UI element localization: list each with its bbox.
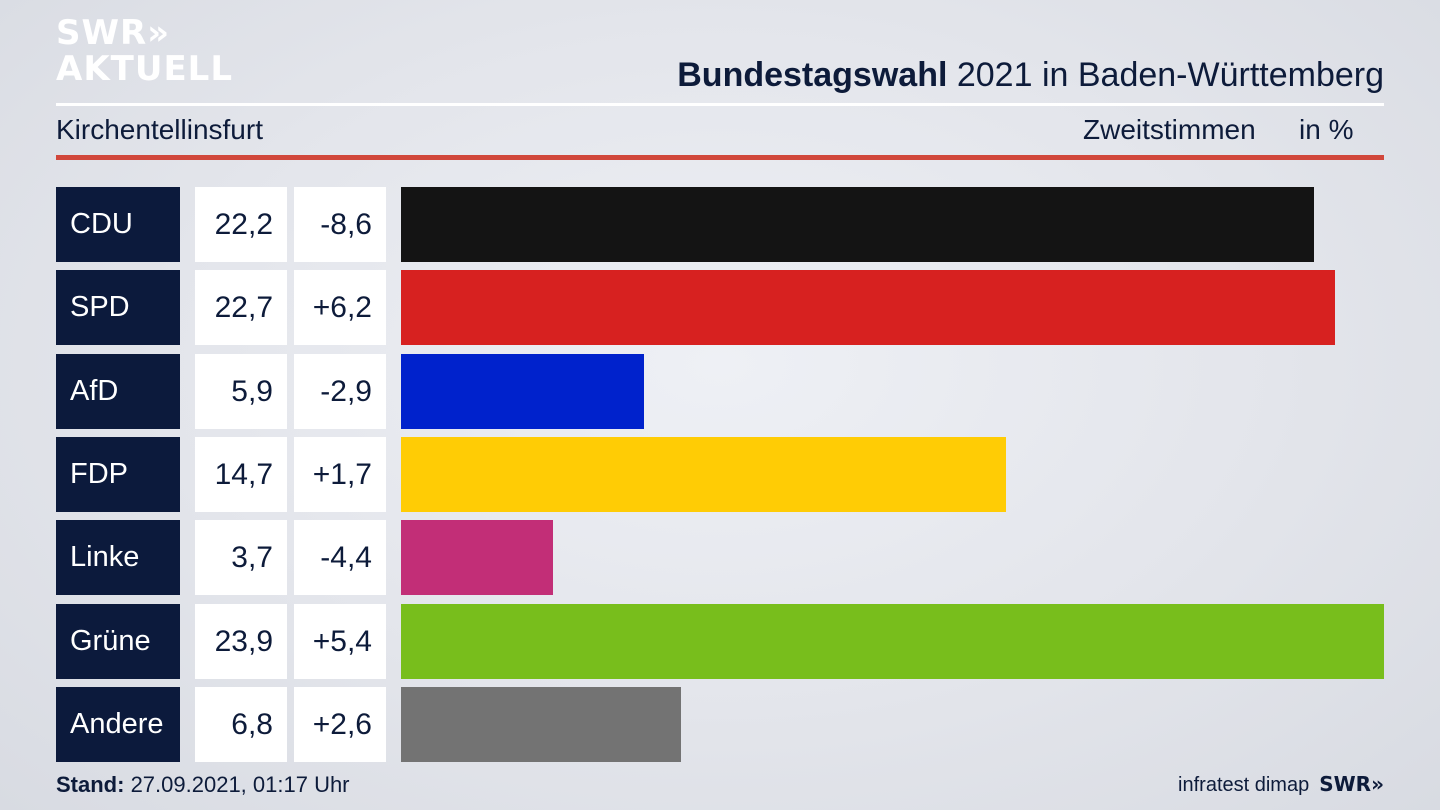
vote-share-label: 5,9 [195, 354, 287, 429]
title-bold: Bundestagswahl [677, 56, 948, 94]
vote-share-label: 22,2 [195, 187, 287, 262]
change-label: +5,4 [294, 604, 386, 679]
accent-divider [56, 155, 1384, 160]
logo-line-1: SWR» [56, 13, 171, 53]
bar-fdp [401, 437, 1006, 512]
region-label: Kirchentellinsfurt [56, 114, 263, 145]
unit-label: in % [1299, 114, 1354, 145]
bar-linke [401, 520, 553, 595]
stand-value: 27.09.2021, 01:17 Uhr [124, 772, 350, 797]
party-label: FDP [56, 437, 180, 512]
party-label: AfD [56, 354, 180, 429]
header-divider [56, 103, 1384, 106]
measure-label: Zweitstimmen [1083, 114, 1256, 145]
title-rest: 2021 in Baden-Württemberg [947, 56, 1384, 94]
bar-cdu [401, 187, 1314, 262]
change-label: -2,9 [294, 354, 386, 429]
vote-share-label: 6,8 [195, 687, 287, 762]
bar-afd [401, 354, 644, 429]
party-label: SPD [56, 270, 180, 345]
change-label: -8,6 [294, 187, 386, 262]
bar-spd [401, 270, 1335, 345]
change-label: +1,7 [294, 437, 386, 512]
stand-label: Stand: [56, 772, 125, 797]
chart-title: Bundestagswahl 2021 in Baden-Württemberg [677, 56, 1384, 95]
vote-share-label: 23,9 [195, 604, 287, 679]
logo-line-2: AKTUELL [56, 49, 234, 89]
vote-share-label: 3,7 [195, 520, 287, 595]
bar-grüne [401, 604, 1384, 679]
vote-share-label: 22,7 [195, 270, 287, 345]
source-credit: infratest dimap SWR» [1178, 772, 1384, 797]
swr-aktuell-logo: SWR» AKTUELL [56, 16, 233, 86]
bar-andere [401, 687, 681, 762]
change-label: +6,2 [294, 270, 386, 345]
source-name: infratest dimap [1178, 774, 1310, 796]
change-label: +2,6 [294, 687, 386, 762]
party-label: Grüne [56, 604, 180, 679]
party-label: Linke [56, 520, 180, 595]
timestamp: Stand: 27.09.2021, 01:17 Uhr [56, 772, 350, 798]
party-label: Andere [56, 687, 180, 762]
swr-small-logo: SWR» [1319, 772, 1384, 796]
party-label: CDU [56, 187, 180, 262]
vote-share-label: 14,7 [195, 437, 287, 512]
change-label: -4,4 [294, 520, 386, 595]
